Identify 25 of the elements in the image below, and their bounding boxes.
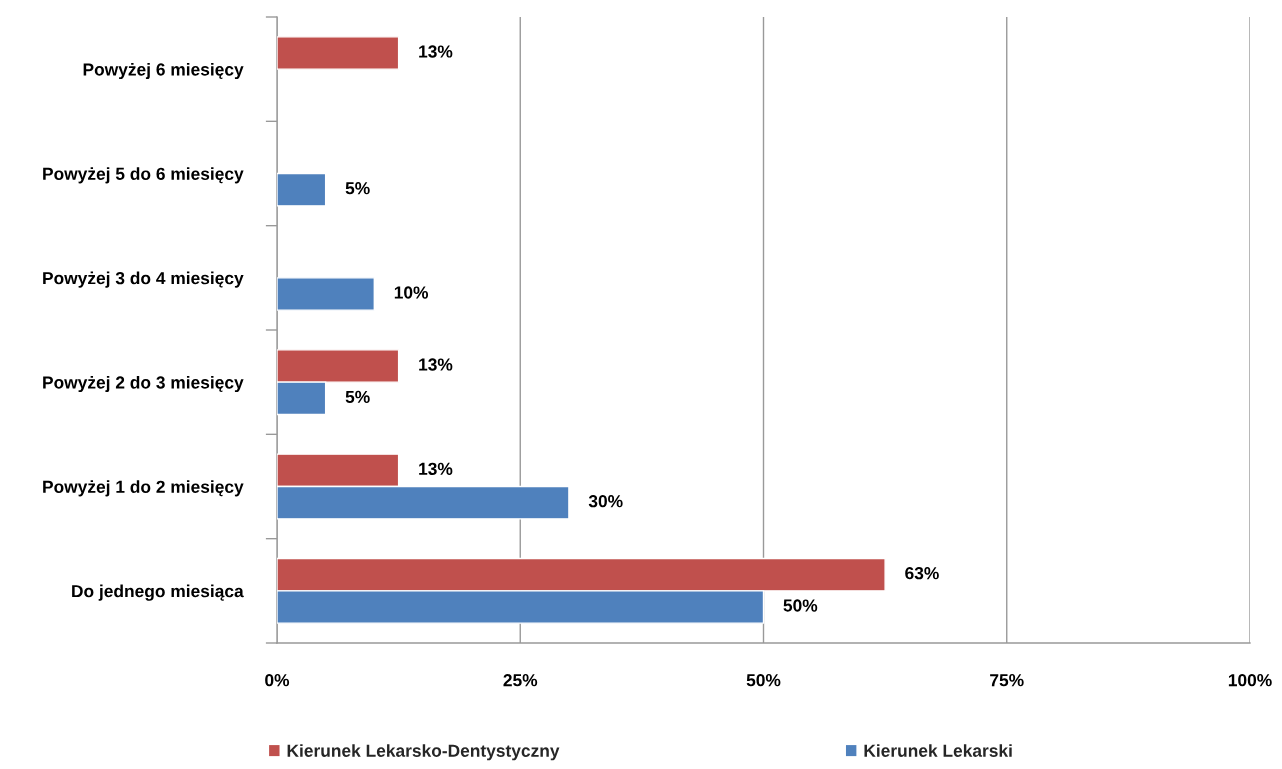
- data-label: 63%: [905, 567, 939, 580]
- y-tick-label: Powyżej 5 do 6 miesięcy: [43, 167, 244, 184]
- legend-label: Kierunek Lekarski: [864, 744, 1012, 757]
- data-label: 13%: [419, 45, 453, 58]
- bar: [277, 277, 375, 311]
- y-tick-label: Powyżej 6 miesięcy: [83, 62, 244, 80]
- data-label: 50%: [783, 599, 818, 612]
- bar: [277, 36, 400, 70]
- x-tick-label: 100%: [1228, 674, 1272, 687]
- bar: [277, 172, 327, 207]
- data-label: 13%: [419, 462, 453, 476]
- y-tick-label: Powyżej 3 do 4 miesięcy: [43, 271, 244, 288]
- y-tick-label: Powyżej 1 do 2 miesięcy: [43, 480, 244, 497]
- data-label: 5%: [345, 182, 370, 195]
- x-tick-label: 25%: [503, 674, 538, 687]
- data-label: 13%: [419, 358, 453, 371]
- legend-label: Kierunek Lekarsko-Dentystyczny: [287, 744, 560, 761]
- data-label: 10%: [394, 286, 429, 299]
- x-tick-label: 50%: [746, 674, 781, 687]
- y-tick-label: Do jednego miesiąca: [72, 584, 244, 601]
- data-label: 30%: [588, 495, 623, 508]
- x-tick-label: 0%: [265, 674, 290, 687]
- y-tick-label: Powyżej 2 do 3 miesięcy: [43, 375, 244, 393]
- x-tick-label: 75%: [990, 674, 1024, 687]
- data-label: 5%: [345, 390, 370, 403]
